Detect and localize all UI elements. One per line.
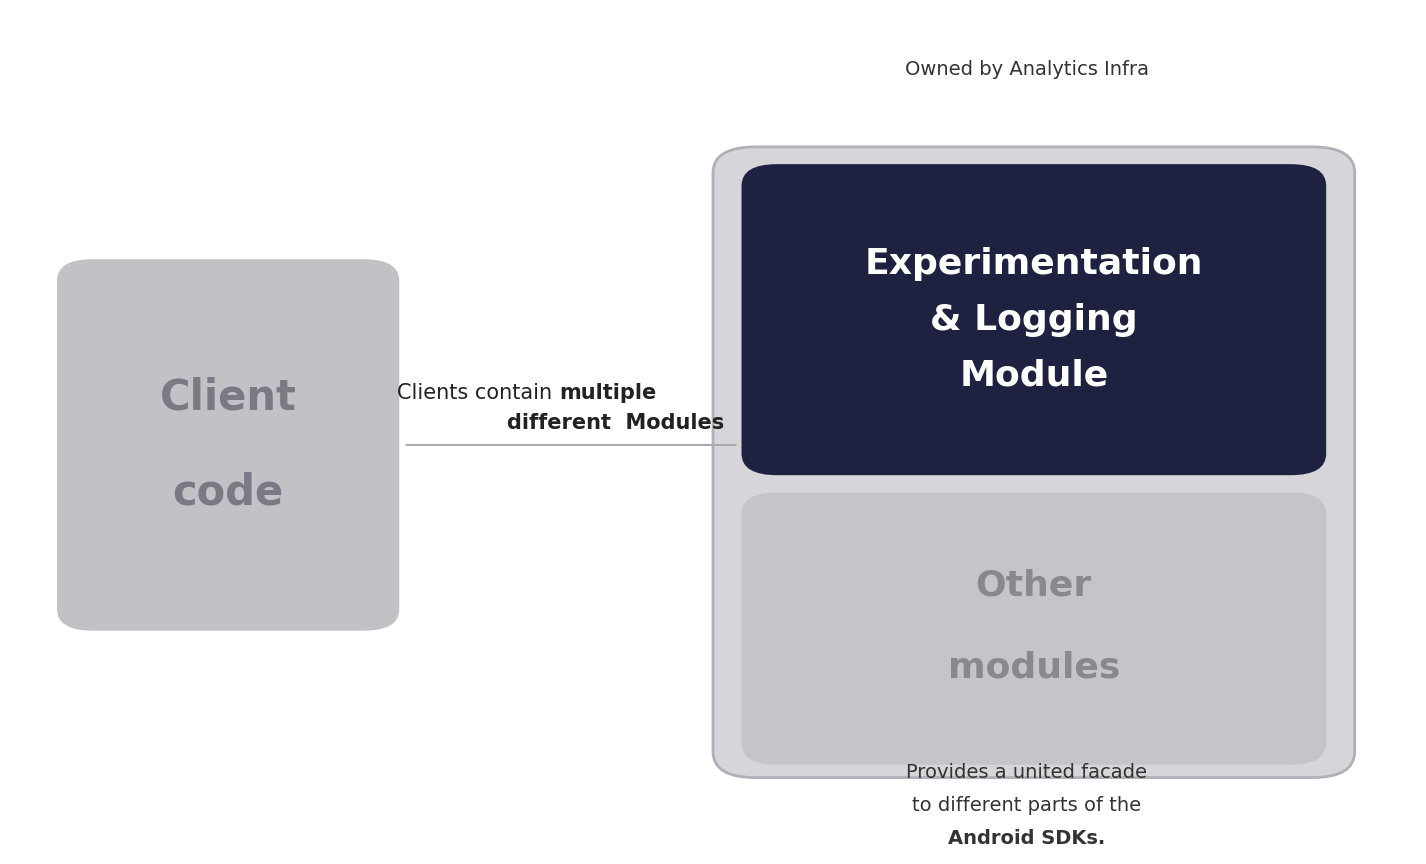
Text: code: code bbox=[173, 472, 284, 513]
Text: to different parts of the: to different parts of the bbox=[913, 796, 1141, 815]
Text: Owned by Analytics Infra: Owned by Analytics Infra bbox=[904, 60, 1149, 79]
Text: Provides a united facade: Provides a united facade bbox=[906, 763, 1148, 782]
FancyBboxPatch shape bbox=[742, 164, 1326, 475]
Text: multiple: multiple bbox=[559, 383, 656, 403]
Text: Clients contain: Clients contain bbox=[398, 383, 559, 403]
FancyBboxPatch shape bbox=[713, 147, 1355, 778]
Text: modules: modules bbox=[948, 651, 1119, 684]
Text: Client: Client bbox=[160, 377, 297, 418]
FancyBboxPatch shape bbox=[742, 492, 1326, 765]
Text: Module: Module bbox=[960, 359, 1108, 393]
FancyBboxPatch shape bbox=[57, 259, 399, 631]
Text: different  Modules: different Modules bbox=[508, 413, 724, 434]
Text: Experimentation: Experimentation bbox=[864, 246, 1204, 281]
Text: Android SDKs.: Android SDKs. bbox=[948, 829, 1105, 848]
Text: & Logging: & Logging bbox=[930, 302, 1138, 337]
Text: Other: Other bbox=[975, 569, 1092, 602]
